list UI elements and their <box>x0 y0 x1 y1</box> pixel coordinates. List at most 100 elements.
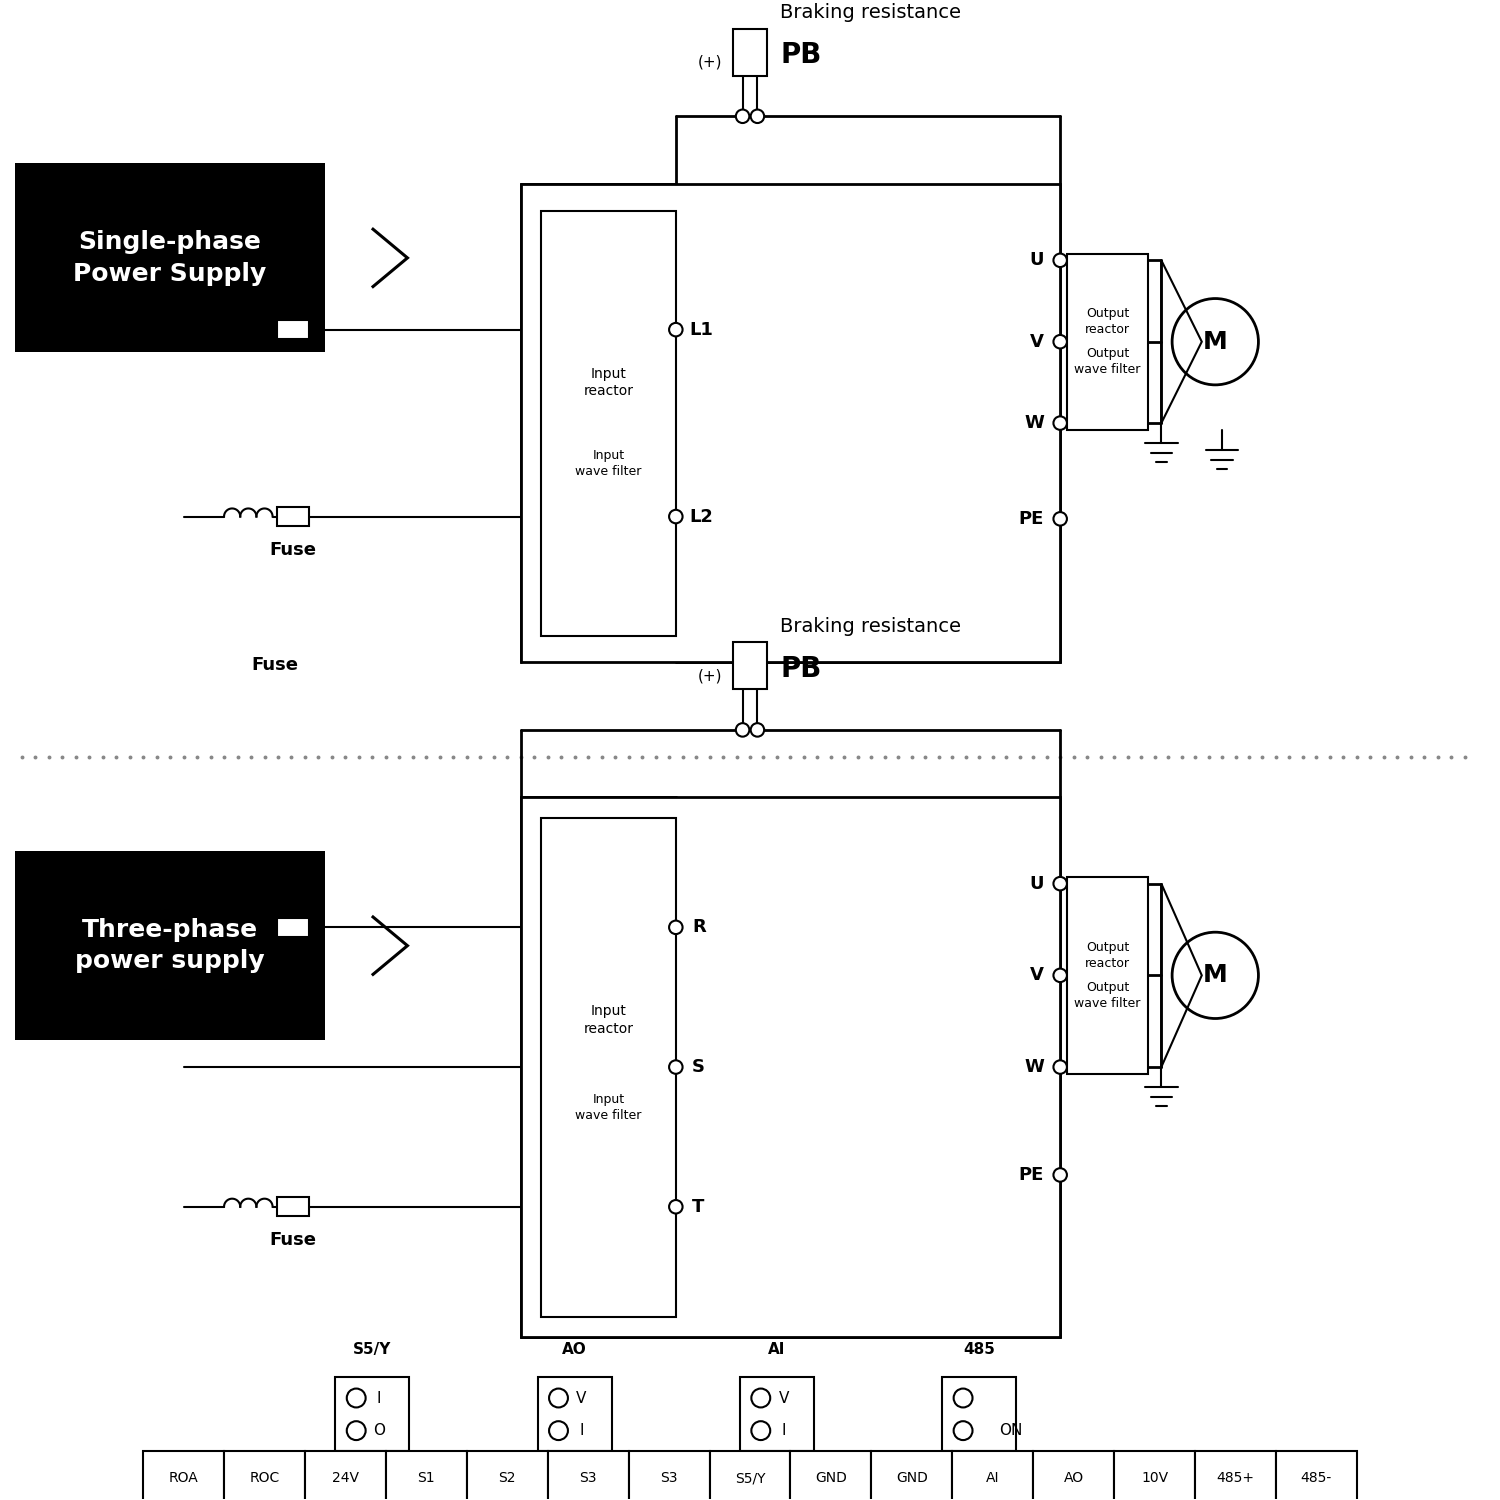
Bar <box>336 1377 410 1452</box>
Bar <box>734 28 766 76</box>
Bar <box>1066 254 1148 430</box>
Text: J3: J3 <box>770 1466 784 1480</box>
Text: ROC: ROC <box>249 1472 279 1485</box>
Bar <box>1114 1452 1196 1500</box>
Text: Braking resistance: Braking resistance <box>780 3 962 22</box>
Circle shape <box>736 110 750 123</box>
Text: Fuse: Fuse <box>251 656 298 674</box>
Text: V: V <box>576 1390 586 1406</box>
Text: Input
wave filter: Input wave filter <box>574 1094 642 1122</box>
Circle shape <box>954 1420 972 1440</box>
Text: (+): (+) <box>698 56 723 70</box>
Circle shape <box>549 1420 568 1440</box>
Text: Output
reactor: Output reactor <box>1084 940 1130 969</box>
Text: Input
reactor: Input reactor <box>584 1004 633 1035</box>
Bar <box>952 1452 1034 1500</box>
Circle shape <box>1053 417 1066 430</box>
Bar <box>790 1452 871 1500</box>
Text: 485+: 485+ <box>1216 1472 1254 1485</box>
Bar <box>548 1452 628 1500</box>
Text: Fuse: Fuse <box>270 542 316 560</box>
Bar <box>1034 1452 1114 1500</box>
Text: V: V <box>778 1390 789 1406</box>
Text: 10V: 10V <box>1142 1472 1168 1485</box>
Circle shape <box>669 921 682 934</box>
Bar <box>276 918 309 938</box>
Bar <box>734 642 766 690</box>
Text: S: S <box>692 1058 705 1076</box>
Circle shape <box>1053 254 1066 267</box>
Bar <box>942 1377 1017 1452</box>
Text: Input
reactor: Input reactor <box>584 368 633 399</box>
Circle shape <box>736 723 750 736</box>
Circle shape <box>669 1060 682 1074</box>
Bar <box>871 1452 952 1500</box>
Text: Three-phase
power supply: Three-phase power supply <box>75 918 266 974</box>
Bar <box>520 183 1060 663</box>
Text: AO: AO <box>1064 1472 1083 1485</box>
Text: AI: AI <box>986 1472 999 1485</box>
Text: PB: PB <box>780 40 822 69</box>
Text: V: V <box>1030 966 1044 984</box>
Text: GND: GND <box>815 1472 848 1485</box>
Text: S5/Y: S5/Y <box>735 1472 765 1485</box>
Circle shape <box>346 1420 366 1440</box>
Text: 485-: 485- <box>1300 1472 1332 1485</box>
Text: M: M <box>1203 330 1227 354</box>
Text: S2: S2 <box>498 1472 516 1485</box>
Bar <box>628 1452 710 1500</box>
Circle shape <box>752 1420 770 1440</box>
Text: ON: ON <box>999 1424 1023 1438</box>
Circle shape <box>1053 334 1066 348</box>
Text: L1: L1 <box>690 321 712 339</box>
Circle shape <box>1053 878 1066 891</box>
Text: W: W <box>1024 1058 1044 1076</box>
Bar <box>304 1452 386 1500</box>
Bar <box>276 320 309 339</box>
Text: AO: AO <box>562 1342 586 1358</box>
Bar <box>542 210 676 636</box>
Circle shape <box>669 322 682 336</box>
Text: Output
reactor: Output reactor <box>1084 308 1130 336</box>
Circle shape <box>669 510 682 524</box>
Text: I: I <box>782 1424 786 1438</box>
Text: U: U <box>1029 874 1044 892</box>
Text: ROA: ROA <box>168 1472 198 1485</box>
Bar <box>15 164 326 352</box>
Text: Fuse: Fuse <box>270 1232 316 1250</box>
Text: GND: GND <box>896 1472 928 1485</box>
Text: 485: 485 <box>963 1342 994 1358</box>
Bar <box>142 1452 224 1500</box>
Text: 24V: 24V <box>332 1472 358 1485</box>
Text: Braking resistance: Braking resistance <box>780 616 962 636</box>
Text: J3: J3 <box>972 1466 987 1480</box>
Text: J1: J1 <box>366 1466 380 1480</box>
Text: U: U <box>1029 252 1044 270</box>
Circle shape <box>1172 932 1258 1019</box>
Circle shape <box>1053 969 1066 982</box>
Text: PE: PE <box>1019 1166 1044 1184</box>
Text: Output
wave filter: Output wave filter <box>1074 348 1140 376</box>
Text: V: V <box>1030 333 1044 351</box>
Text: Single-phase
Power Supply: Single-phase Power Supply <box>74 230 267 285</box>
Text: S5/Y: S5/Y <box>352 1342 392 1358</box>
Bar <box>537 1377 612 1452</box>
Bar <box>520 798 1060 1336</box>
Bar <box>740 1377 815 1452</box>
Circle shape <box>1053 1060 1066 1074</box>
Bar <box>15 852 326 1040</box>
Text: I: I <box>376 1390 381 1406</box>
Circle shape <box>750 110 764 123</box>
Circle shape <box>1053 512 1066 525</box>
Bar <box>466 1452 548 1500</box>
Text: S3: S3 <box>660 1472 678 1485</box>
Text: (+): (+) <box>698 669 723 684</box>
Text: O: O <box>374 1424 386 1438</box>
Text: W: W <box>1024 414 1044 432</box>
Circle shape <box>1172 298 1258 386</box>
Bar <box>1196 1452 1276 1500</box>
Circle shape <box>752 1389 770 1407</box>
Text: L2: L2 <box>690 507 712 525</box>
Text: PE: PE <box>1019 510 1044 528</box>
Circle shape <box>669 1200 682 1214</box>
